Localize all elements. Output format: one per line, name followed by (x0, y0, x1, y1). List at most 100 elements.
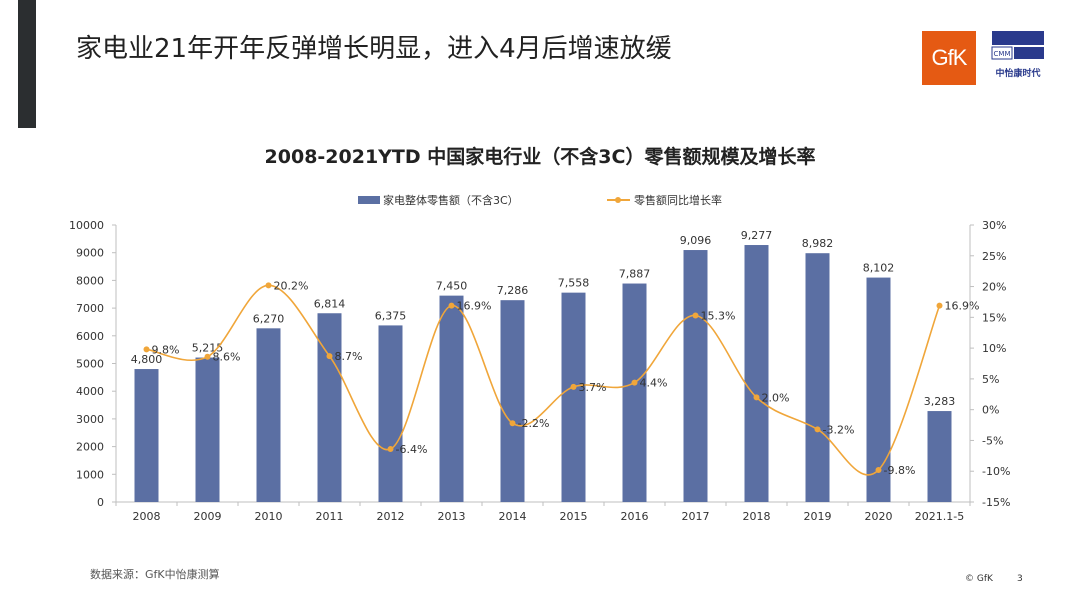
x-tick-label: 2011 (316, 510, 344, 523)
y-right-tick-label: 5% (982, 373, 999, 386)
cmm-logo-text: CMM (994, 50, 1011, 58)
growth-rate-label: 8.7% (335, 350, 363, 363)
bar (866, 277, 891, 502)
bar (805, 253, 830, 502)
x-tick-label: 2017 (682, 510, 710, 523)
bar-value-label: 3,283 (924, 395, 956, 408)
bar (378, 325, 403, 502)
bar (622, 283, 647, 502)
bar-value-label: 8,982 (802, 237, 834, 250)
y-left-tick-label: 8000 (76, 274, 104, 287)
bar-value-label: 7,887 (619, 268, 651, 281)
bar (134, 369, 159, 502)
y-left-tick-label: 1000 (76, 468, 104, 481)
legend-line-label: 零售额同比增长率 (634, 193, 722, 207)
y-left-tick-label: 3000 (76, 413, 104, 426)
bar (195, 357, 220, 502)
gfk-logo-text: GfK (931, 45, 968, 70)
y-right-tick-label: 25% (982, 250, 1006, 263)
growth-rate-label: 16.9% (457, 300, 492, 313)
y-right-tick-label: 30% (982, 219, 1006, 232)
growth-rate-label: 8.6% (213, 351, 241, 364)
bar (927, 411, 952, 502)
growth-rate-label: 2.0% (762, 391, 790, 404)
growth-rate-point (143, 346, 150, 353)
x-tick-label: 2014 (499, 510, 527, 523)
legend-bar-label: 家电整体零售额（不含3C） (383, 193, 519, 207)
growth-rate-label: 15.3% (701, 309, 736, 322)
growth-rate-point (387, 446, 394, 453)
bar-value-label: 4,800 (131, 353, 163, 366)
y-right-tick-label: 15% (982, 311, 1006, 324)
legend-bar-swatch (358, 196, 380, 204)
x-tick-label: 2016 (621, 510, 649, 523)
growth-rate-point (448, 302, 455, 309)
growth-rate-point (570, 383, 577, 390)
y-left-tick-label: 2000 (76, 441, 104, 454)
growth-rate-point (753, 394, 760, 401)
x-tick-label: 2012 (377, 510, 405, 523)
legend-line-marker (615, 197, 621, 203)
page-number: 3 (1017, 574, 1023, 584)
bar-value-label: 6,270 (253, 312, 285, 325)
bar-value-label: 9,096 (680, 234, 712, 247)
y-right-tick-label: -5% (982, 434, 1003, 447)
bar-value-label: 6,375 (375, 309, 407, 322)
y-right-tick-label: 0% (982, 404, 999, 417)
x-tick-label: 2021.1-5 (915, 510, 964, 523)
y-right-tick-label: -10% (982, 465, 1010, 478)
y-left-tick-label: 0 (97, 496, 104, 509)
cmm-logo-name: 中怡康时代 (995, 67, 1040, 79)
growth-rate-label: 9.8% (152, 343, 180, 356)
side-accent-bar (18, 0, 36, 128)
bar-value-label: 6,814 (314, 297, 346, 310)
growth-rate-point (875, 466, 882, 473)
y-left-tick-label: 10000 (69, 219, 104, 232)
growth-rate-point (814, 426, 821, 433)
gfk-logo: GfK (922, 31, 976, 85)
growth-rate-point (265, 282, 272, 289)
bar-value-label: 7,286 (497, 284, 529, 297)
growth-rate-label: 3.7% (579, 381, 607, 394)
x-tick-label: 2019 (804, 510, 832, 523)
x-tick-label: 2009 (194, 510, 222, 523)
source-note: 数据来源：GfK中怡康测算 (90, 568, 220, 581)
growth-rate-label: 4.4% (640, 377, 668, 390)
bar (561, 292, 586, 502)
growth-rate-point (509, 420, 516, 427)
bar (500, 300, 525, 502)
growth-rate-point (204, 353, 211, 360)
growth-rate-label: -3.2% (823, 423, 855, 436)
chart-legend: 家电整体零售额（不含3C） 零售额同比增长率 (358, 193, 722, 207)
x-tick-label: 2018 (743, 510, 771, 523)
x-tick-label: 2008 (133, 510, 161, 523)
bar-value-label: 8,102 (863, 262, 895, 275)
y-right-tick-label: 10% (982, 342, 1006, 355)
growth-rate-point (692, 312, 699, 319)
bar (439, 295, 464, 502)
copyright: © GfK (965, 574, 993, 584)
growth-rate-label: 16.9% (945, 300, 980, 313)
x-tick-label: 2015 (560, 510, 588, 523)
bar (317, 313, 342, 502)
growth-rate-point (326, 353, 333, 360)
cmm-logo: CMM 中怡康时代 (988, 31, 1048, 89)
y-left-tick-label: 4000 (76, 385, 104, 398)
bar (744, 245, 769, 502)
chart-title: 2008-2021YTD 中国家电行业（不含3C）零售额规模及增长率 (264, 146, 816, 168)
growth-rate-label: 20.2% (274, 279, 309, 292)
bar (256, 328, 281, 502)
growth-rate-point (936, 302, 943, 309)
growth-rate-label: -2.2% (518, 417, 550, 430)
y-left-tick-label: 9000 (76, 247, 104, 260)
growth-rate-label: -6.4% (396, 443, 428, 456)
y-right-tick-label: -15% (982, 496, 1010, 509)
x-tick-label: 2013 (438, 510, 466, 523)
y-left-tick-label: 5000 (76, 358, 104, 371)
x-tick-label: 2010 (255, 510, 283, 523)
slide-title: 家电业21年开年反弹增长明显，进入4月后增速放缓 (76, 34, 672, 64)
y-right-tick-label: 20% (982, 281, 1006, 294)
bar-value-label: 9,277 (741, 229, 773, 242)
bar-value-label: 7,450 (436, 280, 468, 293)
